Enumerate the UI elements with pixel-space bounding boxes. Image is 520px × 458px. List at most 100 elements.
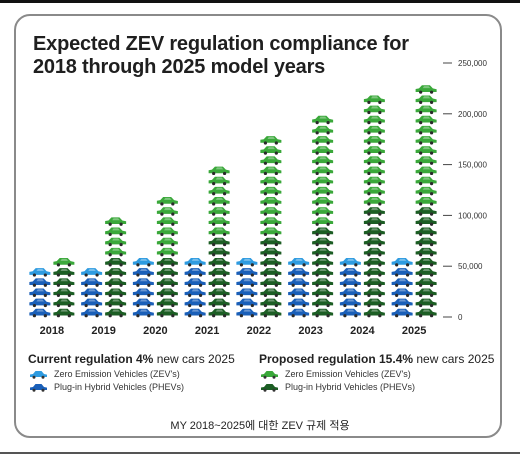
bar-proposed-zev-2025 <box>415 156 437 165</box>
bar-proposed-zev-2022 <box>260 136 282 145</box>
bar-proposed-zev-2023 <box>312 176 334 186</box>
bar-proposed-phev-2020 <box>156 278 178 287</box>
bar-current-phev-2024 <box>339 298 361 308</box>
bar-proposed-zev-2023 <box>312 217 334 226</box>
bar-proposed-zev-2025 <box>415 115 437 125</box>
bar-proposed-phev-2024 <box>363 217 385 226</box>
bar-proposed-phev-2019 <box>105 298 127 308</box>
bar-proposed-phev-2022 <box>260 237 282 247</box>
bar-proposed-zev-2021 <box>208 217 230 226</box>
bar-proposed-phev-2018 <box>53 288 75 297</box>
legend-proposed: Proposed regulation 15.4% new cars 2025 … <box>259 352 494 392</box>
bar-proposed-zev-2023 <box>312 115 334 125</box>
bar-proposed-zev-2023 <box>312 166 334 176</box>
bar-proposed-phev-2020 <box>156 308 178 318</box>
x-tick-label: 2025 <box>402 325 426 337</box>
bar-proposed-phev-2021 <box>208 237 230 247</box>
bar-proposed-zev-2022 <box>260 227 282 237</box>
bar-proposed-phev-2024 <box>363 227 385 237</box>
bar-current-phev-2025 <box>391 278 413 287</box>
x-tick-label: 2023 <box>298 325 322 337</box>
bar-proposed-zev-2024 <box>363 125 385 135</box>
bar-proposed-phev-2021 <box>208 298 230 308</box>
bar-current-phev-2020 <box>132 268 154 277</box>
legend-proposed-zev: Zero Emission Vehicles (ZEV's) <box>259 369 494 379</box>
bar-proposed-phev-2020 <box>156 258 178 267</box>
bar-proposed-phev-2025 <box>415 237 437 247</box>
bar-proposed-zev-2023 <box>312 197 334 206</box>
bar-proposed-phev-2022 <box>260 298 282 308</box>
bar-current-phev-2025 <box>391 288 413 297</box>
bar-proposed-phev-2019 <box>105 308 127 318</box>
bar-current-phev-2021 <box>184 288 206 297</box>
bar-proposed-phev-2022 <box>260 268 282 277</box>
bar-current-zev-2019 <box>81 268 103 277</box>
bar-proposed-phev-2023 <box>312 308 334 318</box>
bar-proposed-zev-2025 <box>415 136 437 145</box>
bar-proposed-phev-2024 <box>363 298 385 308</box>
x-tick-label: 2021 <box>195 325 219 337</box>
bar-proposed-phev-2025 <box>415 278 437 287</box>
bar-current-zev-2024 <box>339 258 361 267</box>
bar-proposed-phev-2022 <box>260 247 282 257</box>
bar-proposed-zev-2021 <box>208 166 230 176</box>
bar-proposed-phev-2024 <box>363 237 385 247</box>
bar-proposed-phev-2021 <box>208 268 230 277</box>
bar-current-phev-2020 <box>132 278 154 287</box>
legend-proposed-heading: Proposed regulation 15.4% new cars 2025 <box>259 352 495 366</box>
bar-proposed-phev-2022 <box>260 258 282 267</box>
bar-proposed-zev-2020 <box>156 197 178 206</box>
bar-current-phev-2024 <box>339 268 361 277</box>
bar-current-phev-2023 <box>288 308 310 318</box>
bar-proposed-zev-2023 <box>312 146 334 155</box>
bar-proposed-zev-2020 <box>156 237 178 247</box>
bar-proposed-phev-2018 <box>53 278 75 287</box>
bar-proposed-zev-2023 <box>312 136 334 145</box>
bar-current-zev-2025 <box>391 258 413 267</box>
bar-proposed-zev-2024 <box>363 197 385 206</box>
bar-proposed-phev-2021 <box>208 258 230 267</box>
y-tick-label: 50,000 <box>458 262 483 271</box>
bar-proposed-zev-2019 <box>105 237 127 247</box>
bar-proposed-phev-2023 <box>312 258 334 267</box>
bar-proposed-phev-2021 <box>208 308 230 318</box>
bar-current-phev-2019 <box>81 288 103 297</box>
bar-proposed-zev-2021 <box>208 227 230 237</box>
bar-proposed-phev-2021 <box>208 288 230 297</box>
bar-proposed-phev-2023 <box>312 247 334 257</box>
bar-proposed-zev-2021 <box>208 176 230 186</box>
bar-proposed-phev-2020 <box>156 298 178 308</box>
bar-proposed-zev-2025 <box>415 146 437 155</box>
bar-current-phev-2025 <box>391 298 413 308</box>
bar-current-phev-2022 <box>236 308 258 318</box>
bar-proposed-phev-2018 <box>53 298 75 308</box>
bar-proposed-zev-2024 <box>363 156 385 165</box>
bar-proposed-zev-2021 <box>208 207 230 216</box>
bar-proposed-phev-2024 <box>363 308 385 318</box>
bar-proposed-phev-2025 <box>415 258 437 267</box>
bar-proposed-zev-2023 <box>312 156 334 165</box>
legend-current-zev: Zero Emission Vehicles (ZEV's) <box>28 369 235 379</box>
bar-proposed-phev-2021 <box>208 278 230 287</box>
legend-current-heading: Current regulation 4% new cars 2025 <box>28 352 235 366</box>
bar-current-phev-2018 <box>29 288 51 297</box>
bar-proposed-phev-2024 <box>363 207 385 216</box>
y-tick-label: 150,000 <box>458 161 487 170</box>
car-icon <box>261 371 278 379</box>
bar-current-phev-2020 <box>132 298 154 308</box>
bar-current-zev-2023 <box>288 258 310 267</box>
bar-current-phev-2021 <box>184 308 206 318</box>
bar-current-phev-2023 <box>288 288 310 297</box>
bar-proposed-phev-2023 <box>312 268 334 277</box>
bar-current-phev-2024 <box>339 278 361 287</box>
bar-current-phev-2022 <box>236 298 258 308</box>
bar-current-phev-2019 <box>81 308 103 318</box>
bar-proposed-phev-2020 <box>156 268 178 277</box>
car-icon <box>261 384 278 392</box>
bar-proposed-zev-2023 <box>312 186 334 196</box>
y-tick-label: 200,000 <box>458 110 487 119</box>
bar-proposed-phev-2023 <box>312 237 334 247</box>
bar-current-zev-2020 <box>132 258 154 267</box>
legend-current: Current regulation 4% new cars 2025 Zero… <box>28 352 235 392</box>
